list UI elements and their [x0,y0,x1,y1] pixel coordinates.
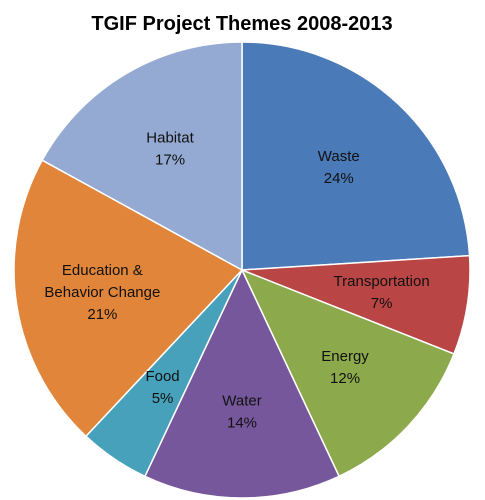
slice-label-energy: Energy 12% [321,348,369,387]
slice-percent-food: 5% [152,390,174,407]
slice-label-transportation: Transportation 7% [334,273,430,312]
pie-labels: Waste 24% Transportation 7% Energy 12% Water 14… [44,129,429,431]
slice-percent-water: 14% [227,414,257,431]
slice-name-transportation: Transportation [334,273,430,290]
slice-percent-habitat: 17% [155,151,185,168]
slice-energy [240,268,455,478]
slice-water [143,268,341,499]
slice-name-food: Food [145,368,179,385]
chart-title: TGIF Project Themes 2008-2013 [91,13,392,35]
slice-percent-waste: 24% [324,170,354,187]
slice-percent-education: 21% [87,306,117,323]
slice-label-food: Food 5% [145,368,179,407]
slice-label-water: Water 14% [222,392,261,431]
slice-name-water: Water [222,392,261,409]
slice-name-habitat: Habitat [146,129,194,146]
slice-name-waste: Waste [318,148,360,165]
slice-label-habitat: Habitat 17% [146,129,194,168]
slice-label-waste: Waste 24% [318,148,360,187]
slice-name-energy: Energy [321,348,369,365]
slice-label-education: Education & Behavior Change 21% [44,262,160,323]
slice-percent-transportation: 7% [371,295,393,312]
slice-habitat [41,41,243,272]
slice-name-education: Education & [62,262,143,279]
pie-slices [13,41,471,499]
slice-percent-energy: 12% [330,370,360,387]
slice-education [13,159,244,438]
slice-name-education: Behavior Change [44,284,160,301]
slice-waste [241,41,471,271]
